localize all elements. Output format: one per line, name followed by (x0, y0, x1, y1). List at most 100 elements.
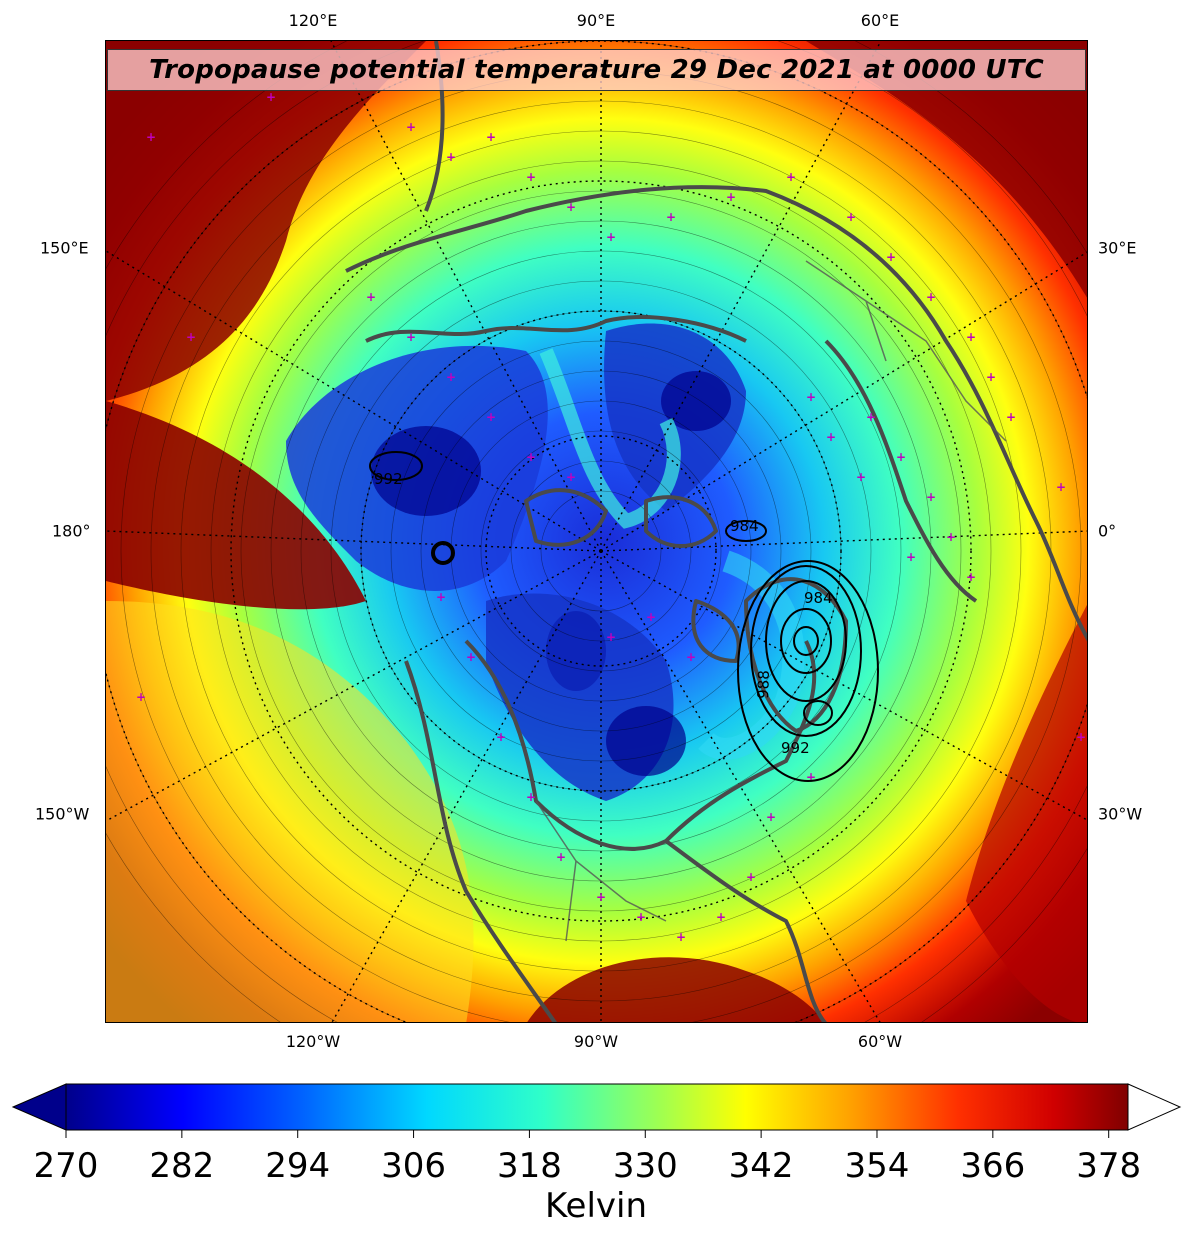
svg-text:+: + (266, 90, 276, 104)
svg-text:+: + (806, 770, 816, 784)
svg-text:+: + (486, 410, 496, 424)
colorbar-tick-label: 366 (960, 1146, 1026, 1186)
svg-text:+: + (606, 230, 616, 244)
svg-text:+: + (136, 690, 146, 704)
map-panel: + + + + + + + + + + + + + + + + + + + + + + + + + + + + + + … (105, 40, 1088, 1023)
svg-text:+: + (146, 130, 156, 144)
svg-text:+: + (666, 210, 676, 224)
svg-text:+: + (766, 810, 776, 824)
bottom-lon-label: 120°W (285, 1032, 341, 1051)
ridge-east (966, 604, 1087, 1022)
left-edge-label: 180° (52, 521, 91, 541)
pressure-contours (369, 451, 879, 782)
colorbar-tick-label: 378 (1076, 1146, 1142, 1186)
colorbar-max-extend (1127, 1083, 1182, 1131)
svg-text:+: + (1056, 480, 1066, 494)
borders (535, 260, 1007, 942)
svg-text:+: + (946, 530, 956, 544)
svg-text:+: + (1076, 730, 1086, 744)
left-edge-label: 150°E (40, 238, 89, 258)
right-edge-label: 30°W (1098, 804, 1143, 824)
left-edge-label: 150°W (35, 804, 90, 824)
right-edge-label: 0° (1098, 521, 1117, 541)
colorbar (11, 1083, 1182, 1138)
ridge-west (106, 401, 366, 610)
pressure-label: 992 (781, 739, 810, 757)
colorbar-tick-label: 354 (844, 1146, 910, 1186)
svg-text:+: + (826, 430, 836, 444)
colorbar-title: Kelvin (544, 1186, 648, 1226)
svg-text:+: + (886, 250, 896, 264)
svg-text:+: + (966, 330, 976, 344)
ridge-upper-right (806, 41, 1087, 298)
svg-text:+: + (526, 450, 536, 464)
svg-text:+: + (646, 610, 656, 624)
svg-text:+: + (406, 330, 416, 344)
svg-text:+: + (966, 570, 976, 584)
cold-core-1 (371, 426, 481, 516)
svg-text:+: + (676, 930, 686, 944)
pressure-label: 988 (754, 670, 773, 699)
yellow-band-southwest (106, 601, 474, 1022)
pressure-labels: 992 988 992 984 984 (374, 470, 833, 757)
colorbar-min-extend (11, 1083, 67, 1131)
svg-text:+: + (446, 150, 456, 164)
svg-text:+: + (406, 120, 416, 134)
svg-text:+: + (786, 170, 796, 184)
colorbar-gradient (65, 1083, 1129, 1131)
colorbar-tick-label: 282 (149, 1146, 215, 1186)
svg-text:+: + (896, 450, 906, 464)
svg-text:+: + (446, 370, 456, 384)
svg-text:+: + (726, 190, 736, 204)
svg-text:+: + (636, 910, 646, 924)
ridge-south (527, 957, 825, 1022)
svg-text:+: + (686, 650, 696, 664)
svg-text:+: + (846, 210, 856, 224)
colorbar-tick-label: 306 (381, 1146, 447, 1186)
svg-text:+: + (806, 390, 816, 404)
svg-text:+: + (856, 470, 866, 484)
tropopause-theta-map: +++ +++ +++ +++ +++ +++ +++ +++ +++ +++ … (106, 41, 1087, 1022)
coastlines (345, 41, 1087, 1022)
svg-text:+: + (486, 130, 496, 144)
cyan-swirl-1 (539, 348, 681, 529)
graticule (106, 41, 1087, 1022)
ridge-upper-left (106, 41, 426, 401)
bottom-lon-label: 90°W (573, 1032, 619, 1051)
colorbar-ticks (65, 1130, 1110, 1138)
svg-text:+: + (1006, 410, 1016, 424)
colorbar-tick-label: 342 (728, 1146, 794, 1186)
svg-text:+: + (366, 290, 376, 304)
svg-text:+: + (716, 910, 726, 924)
svg-text:+: + (526, 790, 536, 804)
colorbar-tick-label: 270 (33, 1146, 99, 1186)
svg-text:+: + (526, 170, 536, 184)
right-edge-label: 30°E (1098, 238, 1137, 258)
svg-text:+: + (606, 630, 616, 644)
bottom-lon-label: 60°W (857, 1032, 903, 1051)
top-lon-label: 120°E (288, 11, 338, 30)
svg-text:+: + (566, 470, 576, 484)
svg-text:+: + (466, 650, 476, 664)
cold-core-3 (661, 371, 731, 431)
svg-text:+: + (746, 870, 756, 884)
svg-text:+: + (906, 550, 916, 564)
colorbar-tick-label: 294 (265, 1146, 331, 1186)
svg-text:+: + (496, 730, 506, 744)
svg-text:+: + (866, 410, 876, 424)
svg-text:+: + (926, 490, 936, 504)
cold-core-2 (606, 706, 686, 776)
colorbar-tick-label: 330 (612, 1146, 678, 1186)
svg-text:+: + (986, 370, 996, 384)
svg-text:+: + (186, 330, 196, 344)
station-markers: +++ +++ +++ +++ +++ +++ +++ +++ +++ +++ … (136, 90, 1086, 944)
svg-text:+: + (566, 200, 576, 214)
svg-text:+: + (556, 850, 566, 864)
pressure-label: 984 (804, 589, 833, 607)
svg-text:+: + (436, 590, 446, 604)
colorbar-tick-label: 318 (496, 1146, 562, 1186)
top-lon-label: 60°E (860, 11, 900, 30)
top-lon-label: 90°E (576, 11, 616, 30)
cold-core-4 (546, 611, 606, 691)
map-title: Tropopause potential temperature 29 Dec … (149, 55, 1044, 85)
